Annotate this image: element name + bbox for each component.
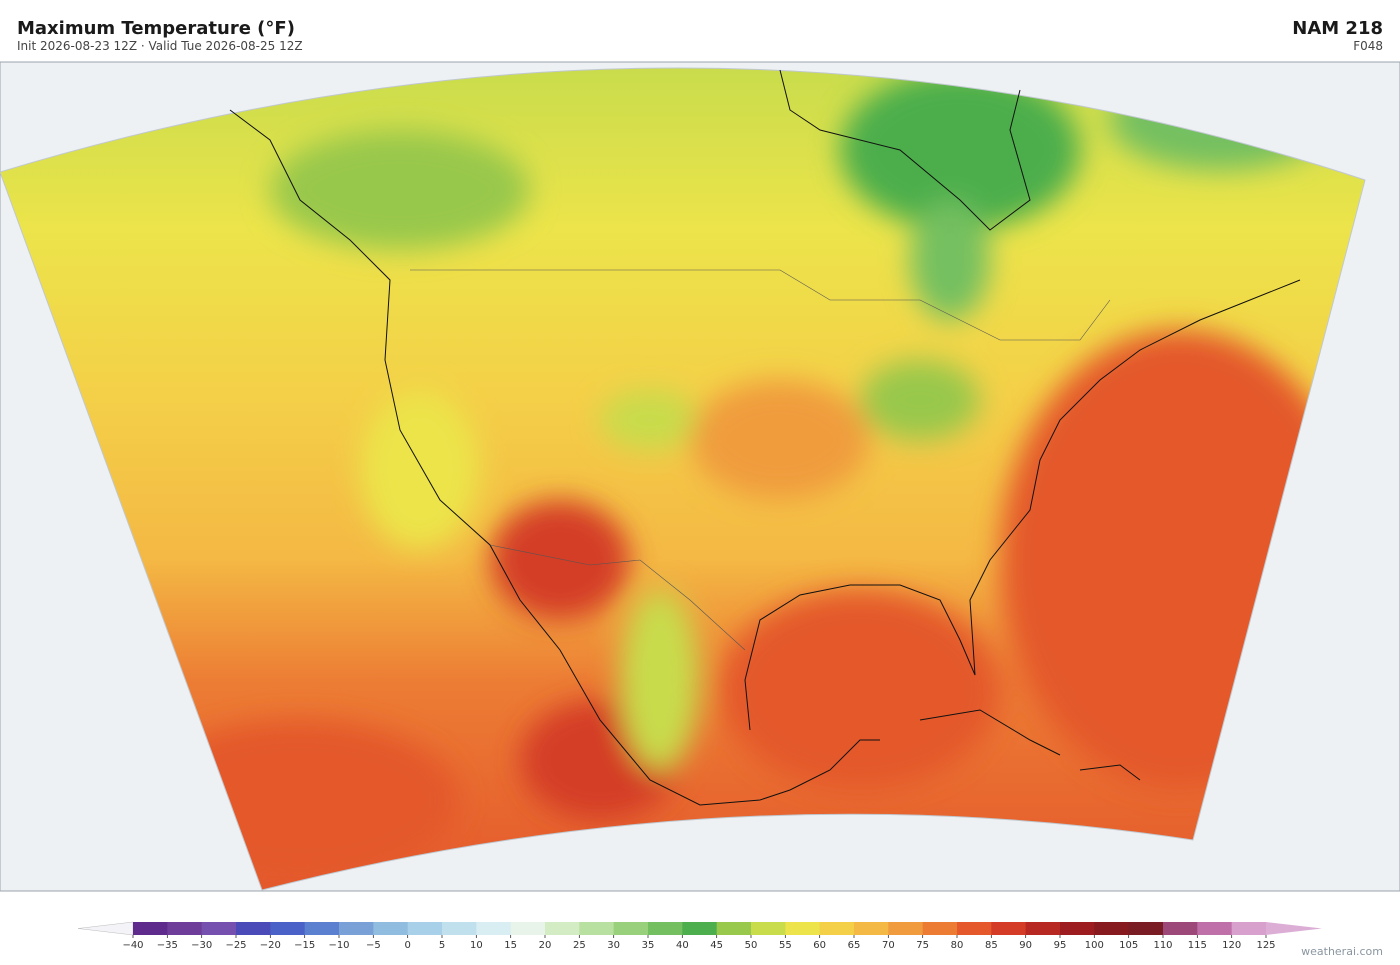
colorbar-segment: [167, 922, 203, 935]
colorbar-segment: [682, 922, 718, 935]
colorbar-segment: [339, 922, 374, 935]
colorbar-tick-label: 15: [504, 940, 517, 951]
colorbar-segment: [1197, 922, 1233, 935]
colorbar: −40 −35 −30 −25 −20 −15 −10 −5 0 5 10 15 20 25 30 35 40 4…: [77, 921, 1322, 951]
colorbar-tick-label: 55: [779, 940, 792, 951]
colorbar-tick-label: 75: [916, 940, 929, 951]
forecast-hour: F048: [1353, 39, 1383, 53]
colorbar-segment: [819, 922, 855, 935]
colorbar-segment: [304, 922, 340, 935]
colorbar-tick-label: 35: [642, 940, 655, 951]
watermark: weatherai.com: [1301, 945, 1383, 958]
colorbar-segment: [579, 922, 615, 935]
map: [0, 61, 1400, 892]
colorbar-segment: [201, 922, 237, 935]
model-name: NAM 218: [1292, 18, 1383, 39]
colorbar-tick-label: 10: [470, 940, 483, 951]
colorbar-tick-label: 25: [573, 940, 586, 951]
colorbar-segment: [613, 922, 649, 935]
colorbar-segment: [476, 922, 512, 935]
colorbar-segment: [648, 922, 683, 935]
field-blobs: [140, 70, 1360, 880]
colorbar-tick-label: 5: [439, 940, 445, 951]
colorbar-tick-label: −20: [260, 940, 281, 951]
colorbar-tick-label: 45: [710, 940, 723, 951]
colorbar-segment: [1094, 922, 1130, 935]
colorbar-segment: [785, 922, 821, 935]
colorbar-segment: [854, 922, 889, 935]
colorbar-tick-label: 100: [1085, 940, 1104, 951]
colorbar-tick-label: 115: [1188, 940, 1207, 951]
colorbar-segment: [373, 922, 409, 935]
map-title: Maximum Temperature (°F): [17, 18, 295, 39]
colorbar-tick-label: −25: [225, 940, 246, 951]
colorbar-segment: [922, 922, 958, 935]
colorbar-segment: [1128, 922, 1164, 935]
colorbar-over: [1266, 922, 1322, 935]
colorbar-tick-label: −5: [366, 940, 381, 951]
colorbar-segment: [442, 922, 477, 935]
colorbar-segment: [510, 922, 546, 935]
colorbar-tick-label: 30: [607, 940, 620, 951]
colorbar-segment: [1060, 922, 1095, 935]
map-subtitle: Init 2026-08-23 12Z · Valid Tue 2026-08-…: [17, 39, 303, 53]
colorbar-tick-label: 120: [1222, 940, 1241, 951]
domain-edge: [0, 67, 1366, 891]
colorbar-segment: [407, 922, 443, 935]
colorbar-tick-label: −30: [191, 940, 212, 951]
colorbar-segment: [888, 922, 924, 935]
colorbar-tick-label: 110: [1153, 940, 1172, 951]
colorbar-segment: [716, 922, 752, 935]
colorbar-tick-label: 105: [1119, 940, 1138, 951]
colorbar-tick-label: 70: [882, 940, 895, 951]
colorbar-under: [77, 921, 134, 936]
borders: [410, 269, 1111, 651]
colorbar-segment: [270, 922, 306, 935]
colorbar-tick-label: 0: [404, 940, 410, 951]
colorbar-segment: [1025, 922, 1061, 935]
temperature-field: [0, 67, 1365, 891]
colorbar-tick-label: 50: [745, 940, 758, 951]
colorbar-tick-label: −15: [294, 940, 315, 951]
colorbar-tick-label: −10: [328, 940, 349, 951]
colorbar-segment: [545, 922, 580, 935]
colorbar-tick-label: 125: [1256, 940, 1275, 951]
colorbar-tick-label: 95: [1054, 940, 1067, 951]
colorbar-segment: [957, 922, 992, 935]
colorbar-tick-label: 90: [1019, 940, 1032, 951]
colorbar-segment: [1231, 922, 1267, 935]
colorbar-segment: [1163, 922, 1198, 935]
colorbar-tick-label: 60: [813, 940, 826, 951]
colorbar-tick-label: −35: [157, 940, 178, 951]
colorbar-segment: [236, 922, 271, 935]
colorbar-tick-label: 65: [848, 940, 861, 951]
colorbar-segment: [133, 922, 168, 935]
colorbar-tick-label: 20: [539, 940, 552, 951]
colorbar-tick-label: −40: [122, 940, 143, 951]
colorbar-tick-label: 80: [951, 940, 964, 951]
colorbar-tick-label: 40: [676, 940, 689, 951]
coastlines: [229, 69, 1301, 806]
colorbar-segment: [991, 922, 1027, 935]
colorbar-segment: [751, 922, 786, 935]
colorbar-tick-label: 85: [985, 940, 998, 951]
